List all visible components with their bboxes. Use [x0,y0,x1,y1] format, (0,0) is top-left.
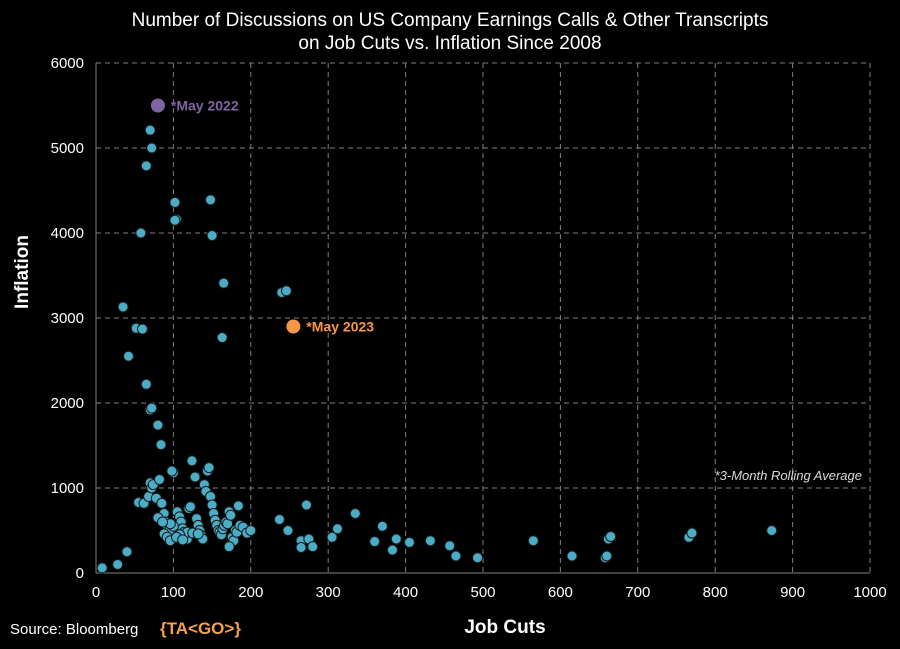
data-point [280,285,292,297]
data-point [232,500,244,512]
y-tick-label: 2000 [51,395,84,412]
chart-title: Number of Discussions on US Company Earn… [0,9,900,55]
data-point [169,214,181,226]
x-tick-label: 500 [470,584,495,601]
data-point [218,277,230,289]
data-point [216,332,228,344]
data-point [117,301,129,313]
y-tick-label: 6000 [51,55,84,72]
chart-title-line-1: Number of Discussions on US Company Earn… [131,10,769,31]
y-tick-label: 5000 [51,140,84,157]
data-point [605,530,617,542]
data-point [527,535,539,547]
data-point [177,534,189,546]
highlight-points: *May 2022 *May 2023 [150,98,374,335]
x-tick-label: 400 [393,584,418,601]
data-point [146,142,158,154]
data-point [140,160,152,172]
data-point [144,124,156,136]
data-point [245,525,257,536]
grid-lines [95,62,871,574]
data-point [169,196,181,208]
data-point [223,541,235,553]
data-point [386,544,398,556]
data-point [376,520,388,532]
data-point [349,508,361,519]
data-point [444,540,456,552]
data-point [450,550,462,562]
y-axis-ticks: 0 1000 2000 3000 4000 5000 6000 [51,55,84,582]
data-point [152,419,164,431]
data-point [766,525,778,536]
x-tick-label: 700 [625,584,650,601]
data-point [390,533,402,545]
y-axis-label: Inflation [12,235,33,309]
data-point [282,525,294,536]
highlight-label: *May 2022 [171,98,239,114]
y-tick-label: 0 [76,565,84,582]
y-tick-label: 1000 [51,480,84,497]
data-point [136,323,148,335]
x-tick-label: 200 [238,584,263,601]
x-tick-label: 100 [161,584,186,601]
data-point [135,227,147,239]
y-tick-label: 4000 [51,225,84,242]
highlight-point [150,98,165,113]
y-tick-label: 3000 [51,310,84,327]
data-point [307,541,319,553]
data-point [155,439,167,451]
rolling-average-note: *3-Month Rolling Average [715,468,862,483]
data-point [121,546,133,558]
source-label: Source: Bloomberg [10,621,139,638]
data-point [186,455,198,467]
data-point [206,230,218,242]
data-point [295,542,307,553]
chart-title-line-2: on Job Cuts vs. Inflation Since 2008 [298,33,602,54]
data-point [566,550,578,562]
data-point [192,528,204,540]
data-point [205,194,217,206]
data-point [96,562,108,574]
data-point [686,527,698,539]
x-tick-label: 0 [92,584,100,601]
data-point [203,462,215,474]
data-point [369,536,381,548]
data-point [156,497,168,509]
x-tick-label: 600 [548,584,573,601]
x-tick-label: 800 [703,584,728,601]
data-point [225,509,237,521]
data-point [403,536,415,548]
data-point [301,499,313,511]
highlight-label: *May 2023 [306,319,374,335]
x-axis-ticks: 0 100 200 300 400 500 600 700 800 900 1000 [92,584,887,601]
data-point [112,559,124,570]
data-points [96,124,778,574]
data-point [472,552,484,564]
data-point [123,350,135,362]
data-point [140,378,152,390]
data-point [189,471,201,483]
ta-go-logo: {TA<GO>} [160,619,241,638]
highlight-point [286,319,301,334]
data-point [326,531,338,543]
data-point [331,523,343,535]
x-tick-label: 1000 [853,584,886,601]
data-point [184,501,196,513]
data-point [166,465,178,477]
data-point [601,550,613,562]
data-point [273,513,285,525]
data-point [157,516,169,528]
x-axis-label: Job Cuts [464,617,545,638]
data-point [153,474,165,485]
data-point [424,535,436,547]
x-tick-label: 900 [780,584,805,601]
x-tick-label: 300 [316,584,341,601]
data-point [146,402,158,414]
